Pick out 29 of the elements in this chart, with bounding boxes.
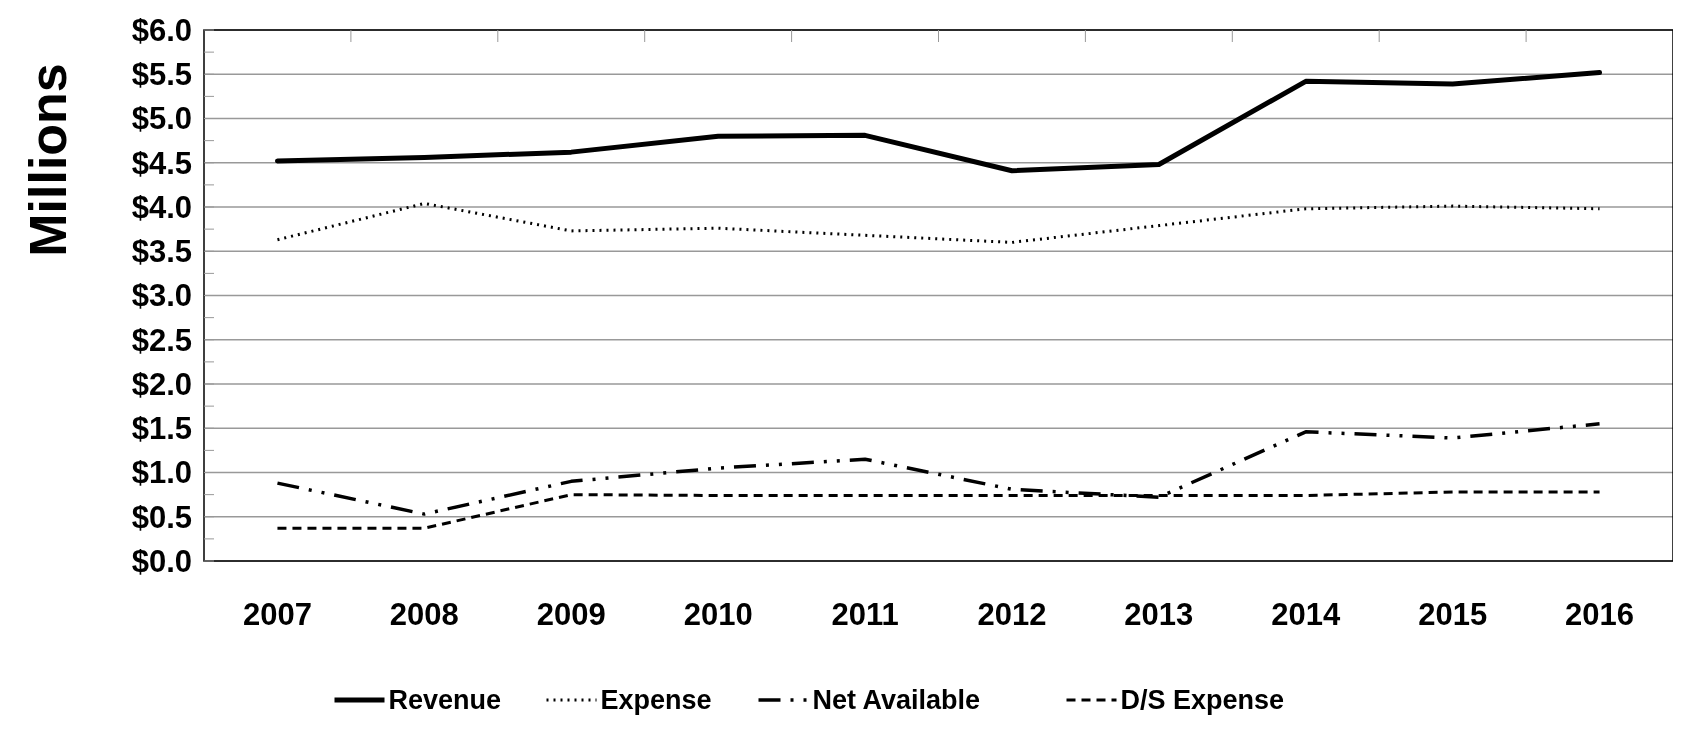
y-tick-label: $0.0 (131, 543, 192, 579)
x-tick-label: 2009 (536, 597, 606, 632)
x-tick-label: 2013 (1124, 597, 1194, 632)
y-tick-label: $1.5 (131, 411, 192, 447)
y-tick-label: $5.5 (131, 57, 192, 93)
y-tick-label: $6.0 (131, 12, 192, 48)
y-tick-label: $1.0 (131, 455, 192, 491)
legend-label: Expense (600, 685, 712, 715)
legend-label: D/S Expense (1120, 685, 1285, 715)
x-tick-label: 2010 (683, 597, 753, 632)
x-tick-label: 2014 (1271, 597, 1341, 632)
y-tick-label: $5.0 (131, 101, 192, 137)
x-tick-label: 2016 (1565, 597, 1635, 632)
y-tick-label: $2.5 (131, 322, 192, 358)
y-axis-title: Millions (19, 63, 77, 257)
x-tick-label: 2008 (389, 597, 459, 632)
y-tick-label: $3.0 (131, 278, 192, 314)
y-tick-label: $3.5 (131, 234, 192, 270)
x-tick-label: 2015 (1418, 597, 1488, 632)
legend-label: Net Available (812, 685, 981, 715)
x-tick-label: 2007 (242, 597, 312, 632)
y-tick-label: $4.0 (131, 189, 192, 225)
y-tick-label: $0.5 (131, 499, 192, 535)
legend-label: Revenue (388, 685, 502, 715)
y-tick-label: $2.0 (131, 366, 192, 402)
line-series (275, 201, 1602, 244)
y-tick-label: $4.5 (131, 145, 192, 181)
x-tick-label: 2012 (977, 597, 1047, 632)
x-tick-label: 2011 (831, 597, 899, 632)
